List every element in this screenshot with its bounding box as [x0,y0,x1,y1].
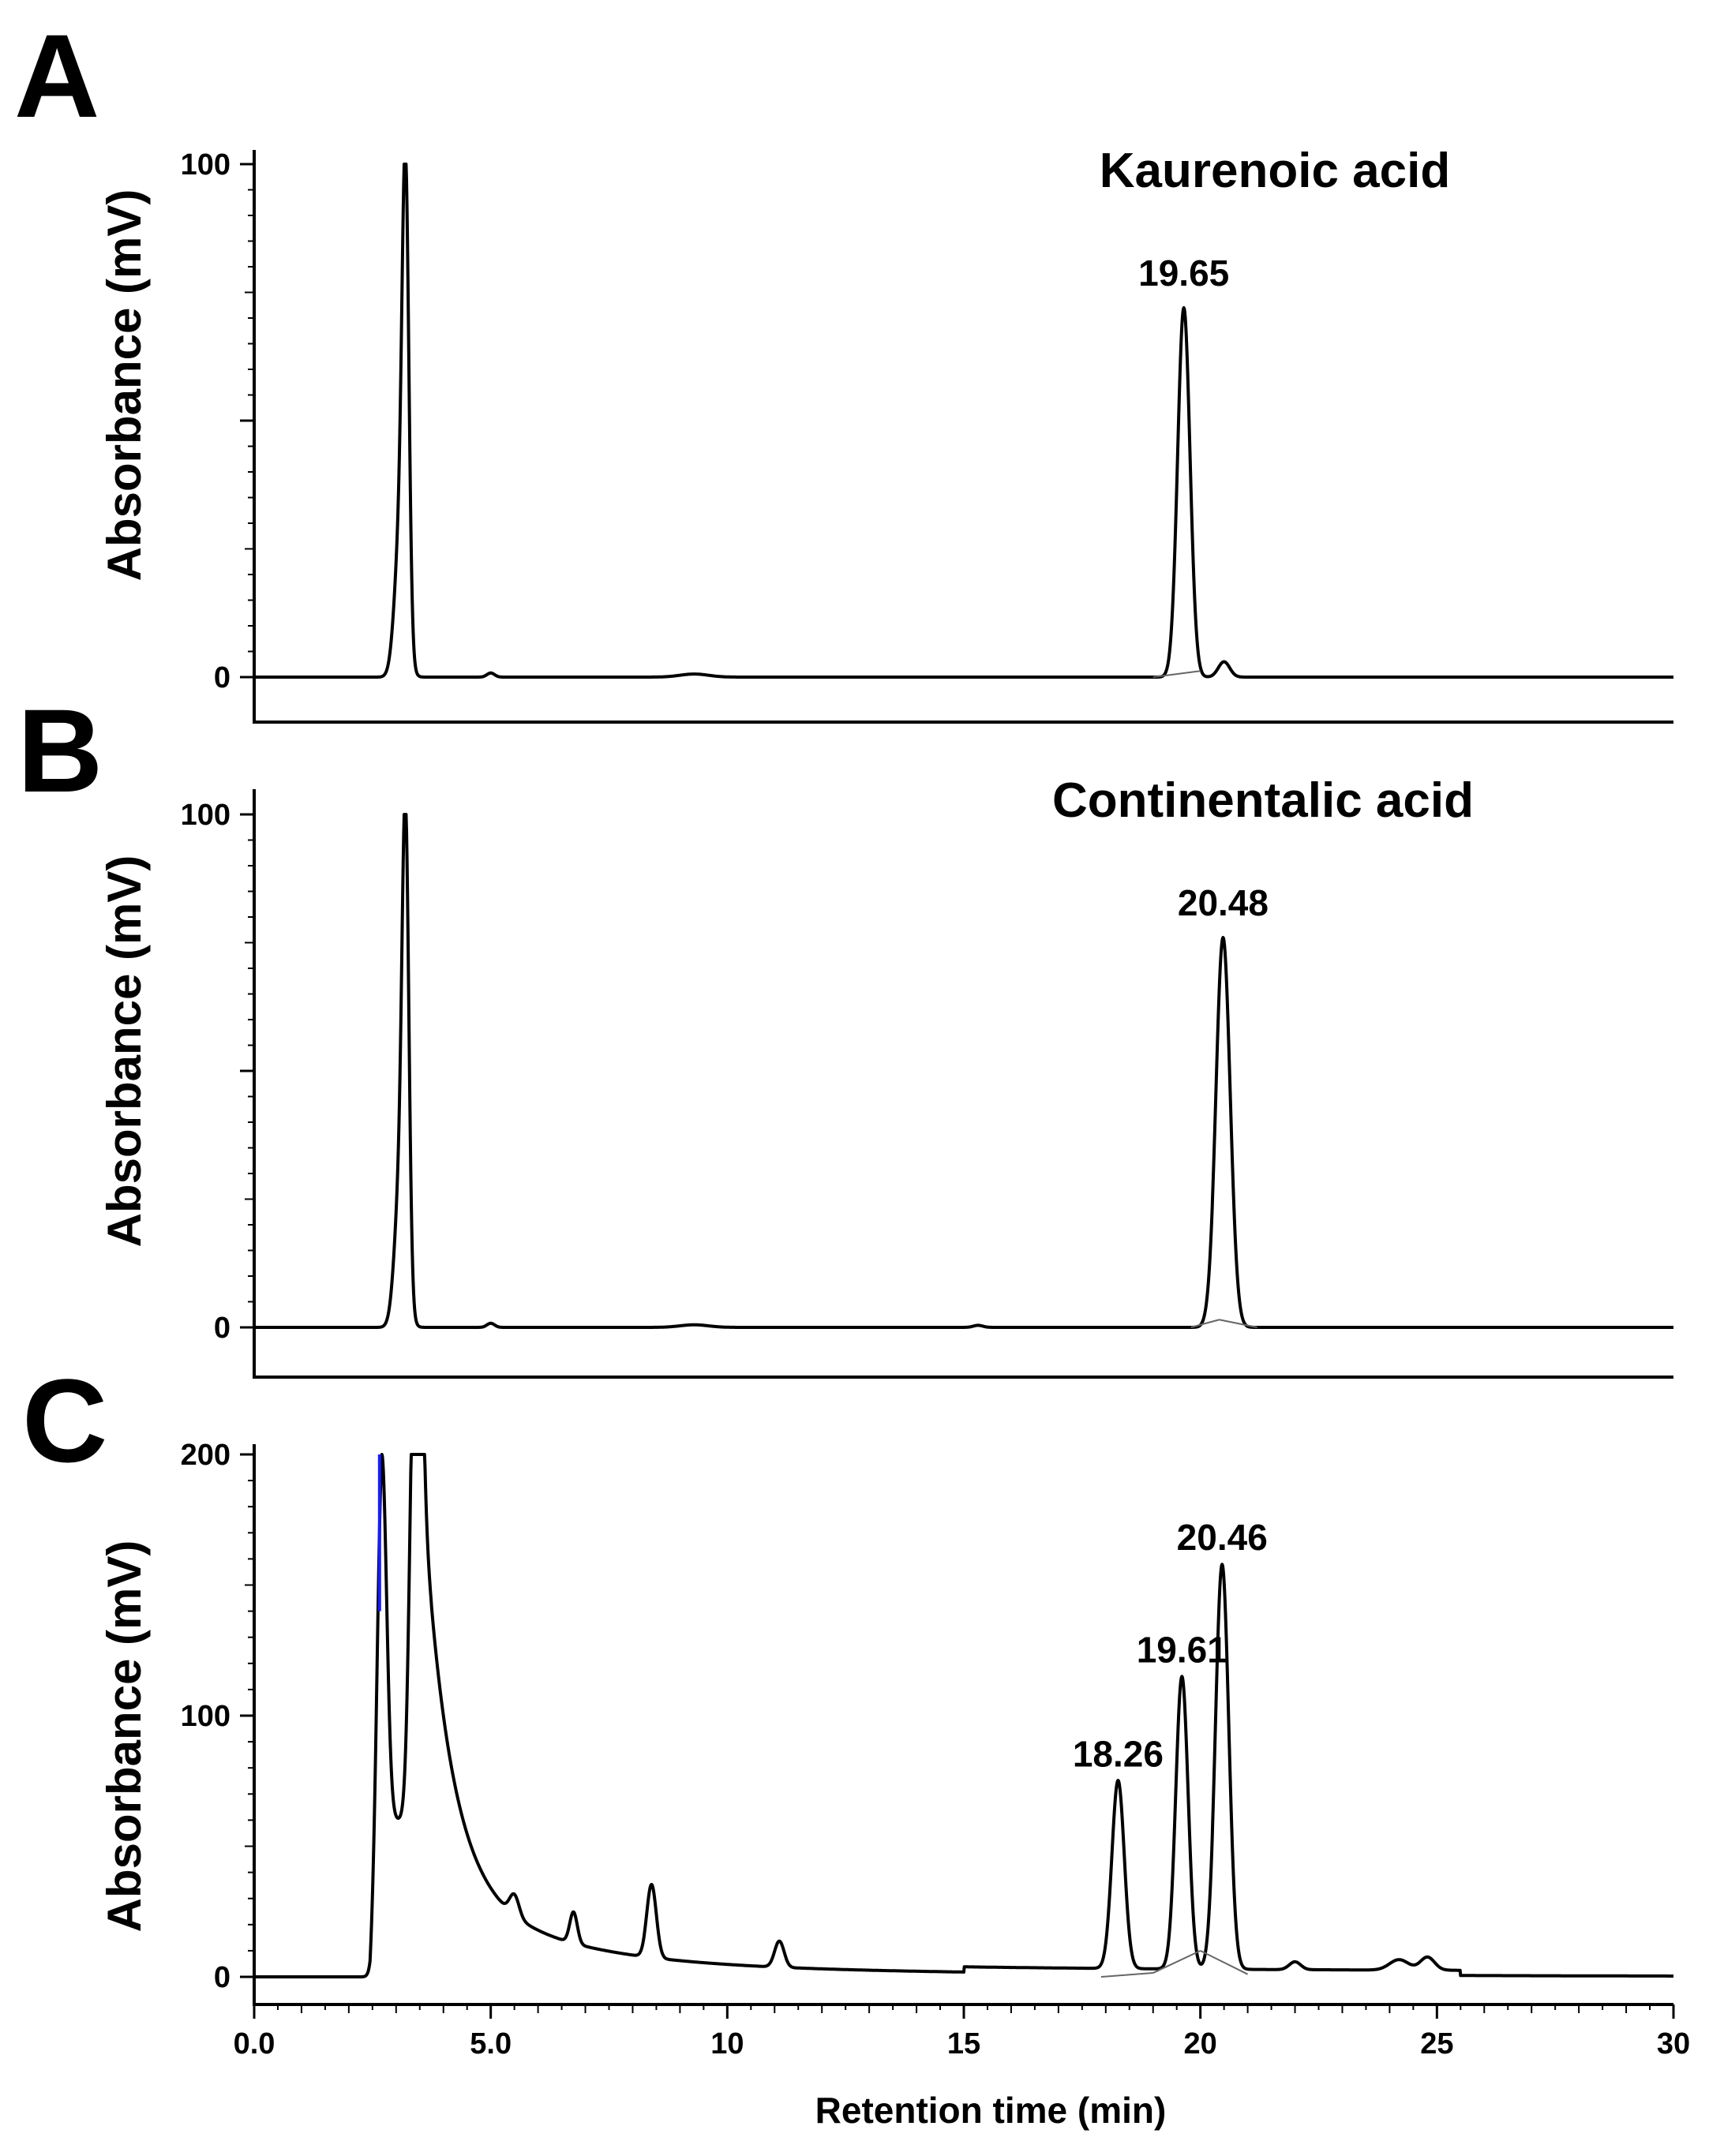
y-tick-label: 200 [181,1439,230,1472]
integration-baseline [1100,1972,1153,1978]
panel-a-title: Kaurenoic acid [1100,144,1450,198]
panel-c-letter: C [22,1354,107,1487]
peak-label: 19.65 [1138,253,1229,294]
panel-b: B Absorbance (mV) Continentalic acid 0 10… [17,684,1675,1379]
panel-b-title: Continentalic acid [1052,773,1474,828]
y-tick-label: 100 [181,1700,230,1733]
integration-baseline [1152,670,1201,678]
peak-label: 20.46 [1177,1517,1268,1558]
panel-c-ylabel: Absorbance (mV) [98,1540,151,1933]
x-tick-label: 20 [1184,2027,1217,2061]
panel-c: C Absorbance (mV) Retention time (min) 0… [22,1354,1690,2131]
panel-a: A Absorbance (mV) Kaurenoic acid 0 100 19.… [14,9,1675,724]
y-tick-label: 100 [181,799,230,832]
panel-a-letter: A [14,9,99,142]
x-tick-label: 30 [1657,2027,1690,2061]
peak-label: 18.26 [1073,1734,1164,1775]
series-line-chromatogram [253,1453,1675,1978]
integration-baseline [1190,1319,1220,1328]
integration-baseline [1200,1950,1249,1975]
y-tick-label: 0 [214,661,230,694]
peak-label: 19.61 [1137,1629,1227,1670]
panel-a-ylabel: Absorbance (mV) [98,189,151,582]
panel-b-letter: B [17,684,103,817]
integration-baseline [1152,1949,1201,1974]
peak-label: 20.48 [1178,882,1269,923]
integration-baseline [1219,1319,1257,1328]
panel-b-ylabel: Absorbance (mV) [98,855,151,1248]
y-tick-label: 0 [214,1312,230,1345]
x-tick-label: 25 [1420,2027,1453,2061]
x-tick-label: 10 [710,2027,744,2061]
series-line-chromatogram [253,813,1675,1329]
x-axis-label: Retention time (min) [815,2090,1167,2131]
x-tick-label: 15 [947,2027,980,2061]
y-tick-label: 0 [214,1961,230,1994]
x-tick-label: 0.0 [234,2027,275,2061]
series-line-chromatogram [253,163,1675,679]
x-tick-label: 5.0 [470,2027,512,2061]
y-tick-label: 100 [181,148,230,182]
